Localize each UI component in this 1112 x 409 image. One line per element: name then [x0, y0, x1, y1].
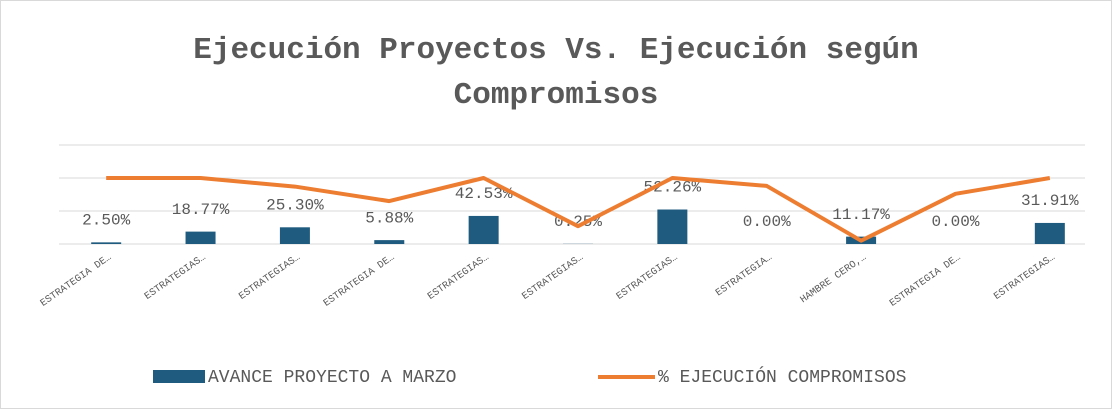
data-label: 31.91% [1021, 192, 1079, 210]
legend-label: % EJECUCIÓN COMPROMISOS [658, 366, 906, 388]
line [106, 176, 1051, 243]
data-label: 0.00% [743, 213, 791, 231]
data-label: 0.00% [931, 213, 979, 231]
data-label: 25.30% [266, 197, 324, 215]
data-label: 11.17% [832, 206, 890, 224]
bar [374, 240, 405, 244]
bar [185, 231, 216, 244]
bar [657, 209, 688, 244]
bar [91, 242, 122, 244]
data-label: 2.50% [82, 212, 130, 230]
legend-label: AVANCE PROYECTO A MARZO [208, 368, 456, 388]
data-label: 0.25% [554, 213, 602, 231]
bar [468, 215, 499, 244]
data-label: 18.77% [172, 201, 230, 219]
bar [279, 227, 310, 244]
chart-title: Ejecución Proyectos Vs. Ejecución según C… [193, 33, 919, 113]
data-label: 5.88% [365, 209, 413, 227]
legend-swatch [153, 370, 205, 383]
bar [1034, 222, 1065, 244]
data-label: 42.53% [455, 185, 513, 203]
